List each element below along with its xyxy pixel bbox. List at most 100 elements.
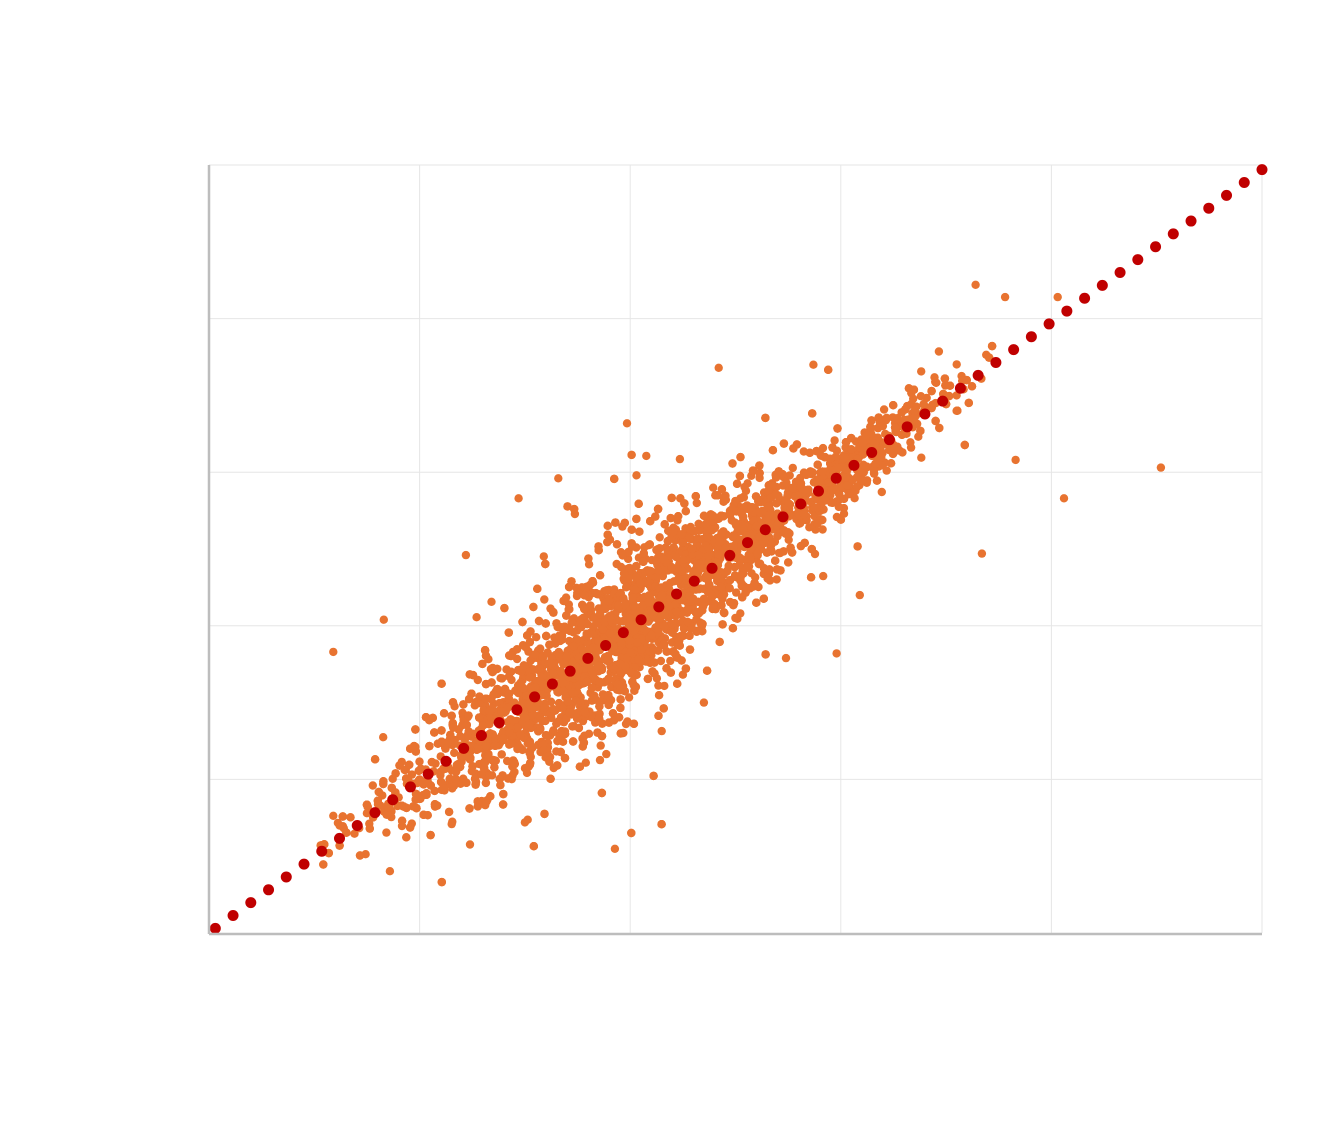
scatter-point xyxy=(604,691,613,700)
scatter-point xyxy=(703,533,712,542)
scatter-point xyxy=(623,717,632,726)
scatter-point xyxy=(439,709,449,718)
scatter-point xyxy=(499,789,508,799)
scatter-point xyxy=(867,429,876,438)
scatter-point xyxy=(577,644,586,654)
scatter-point xyxy=(667,620,677,629)
scatter-point xyxy=(714,549,723,559)
scatter-point xyxy=(627,539,636,548)
scatter-point xyxy=(610,474,619,484)
scatter-point xyxy=(931,416,940,426)
scatter-point xyxy=(514,741,523,751)
scatter-point xyxy=(580,591,589,600)
scatter-point xyxy=(582,629,591,638)
scatter-point xyxy=(692,615,701,624)
scatter-point xyxy=(768,446,778,455)
scatter-point xyxy=(629,719,639,728)
scatter-point xyxy=(669,543,678,552)
scatter-point xyxy=(683,605,692,614)
scatter-point xyxy=(625,636,635,646)
scatter-point xyxy=(919,400,928,409)
scatter-point xyxy=(967,382,977,391)
scatter-point xyxy=(448,698,458,707)
scatter-point xyxy=(767,539,776,549)
scatter-point xyxy=(680,499,689,508)
scatter-point xyxy=(709,483,718,492)
scatter-point xyxy=(642,451,651,461)
scatter-point xyxy=(848,475,857,485)
scatter-point xyxy=(391,769,400,778)
scatter-point xyxy=(363,802,372,811)
scatter-point xyxy=(484,771,494,780)
scatter-point xyxy=(753,549,762,558)
scatter-point xyxy=(805,448,814,457)
scatter-point xyxy=(858,438,868,447)
scatter-point xyxy=(579,738,589,747)
scatter-point xyxy=(698,619,707,629)
scatter-point xyxy=(495,774,504,784)
scatter-point xyxy=(385,867,395,876)
scatter-point xyxy=(755,507,764,517)
scatter-point xyxy=(500,603,509,613)
scatter-point xyxy=(821,496,830,505)
scatter-point xyxy=(481,679,491,689)
scatter-point xyxy=(432,801,442,810)
scatter-point xyxy=(654,681,663,690)
scatter-point xyxy=(551,639,560,648)
scatter-point xyxy=(694,550,703,560)
scatter-point xyxy=(917,367,926,376)
scatter-point xyxy=(766,493,776,502)
scatter-point xyxy=(853,542,862,551)
scatter-point xyxy=(498,800,508,809)
scatter-point xyxy=(449,781,459,790)
scatter-point xyxy=(747,503,756,512)
scatter-point xyxy=(632,561,641,571)
scatter-point xyxy=(549,608,558,617)
scatter-point xyxy=(987,341,997,351)
scatter-point xyxy=(553,736,562,746)
scatter-point xyxy=(593,661,603,671)
scatter-point xyxy=(819,571,828,581)
scatter-point xyxy=(614,713,624,722)
scatter-point xyxy=(535,713,545,722)
scatter-point xyxy=(713,491,722,500)
scatter-point xyxy=(669,527,678,537)
scatter-point xyxy=(437,679,446,688)
scatter-point xyxy=(525,719,534,729)
scatter-point xyxy=(655,533,664,542)
scatter-point xyxy=(426,830,435,840)
scatter-point xyxy=(858,476,867,485)
scatter-point xyxy=(497,674,507,683)
scatter-point xyxy=(646,517,655,526)
scatter-point xyxy=(421,713,431,722)
scatter-point xyxy=(643,674,653,684)
scatter-point xyxy=(535,664,544,673)
scatter-point xyxy=(540,809,549,819)
scatter-point xyxy=(540,703,549,712)
scatter-point xyxy=(450,748,459,758)
scatter-point xyxy=(338,812,347,821)
scatter-point xyxy=(513,723,523,732)
scatter-point xyxy=(405,760,414,769)
scatter-point xyxy=(560,753,570,763)
scatter-point xyxy=(589,622,598,631)
scatter-point xyxy=(568,722,577,731)
scatter-point xyxy=(554,474,563,483)
scatter-point xyxy=(616,695,625,704)
scatter-point xyxy=(736,452,745,462)
scatter-point xyxy=(464,711,473,720)
scatter-point xyxy=(558,687,568,696)
scatter-point xyxy=(415,757,424,766)
scatter-point xyxy=(456,732,465,741)
scatter-point xyxy=(660,520,669,529)
scatter-point xyxy=(917,453,926,462)
scatter-point xyxy=(660,681,669,691)
scatter-point xyxy=(524,762,533,771)
scatter-point xyxy=(830,436,839,445)
scatter-point xyxy=(666,656,675,666)
scatter-point xyxy=(472,613,481,622)
scatter-point xyxy=(533,584,542,593)
scatter-point xyxy=(595,571,605,580)
scatter-point xyxy=(559,659,568,669)
scatter-point xyxy=(628,593,637,603)
